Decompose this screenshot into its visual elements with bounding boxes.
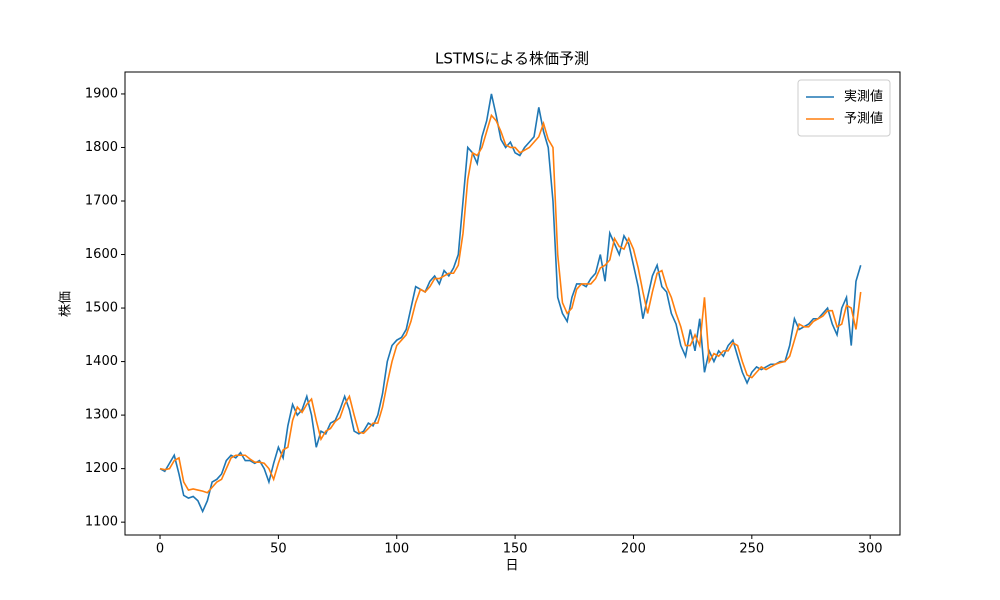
x-tick-label: 250 [739,542,764,557]
data-line [159,93,862,514]
y-tick-label: 1700 [85,193,118,208]
y-tick-label: 1600 [85,247,118,262]
y-tick-label: 1200 [85,461,118,476]
plot-frame [124,71,901,536]
y-tick-label: 1900 [85,86,118,101]
chart-title: LSTMSによる株価予測 [435,50,589,68]
legend-box [797,79,891,137]
x-tick-label: 150 [503,542,528,557]
y-tick-label: 1800 [85,140,118,155]
y-tick-label: 1400 [85,354,118,369]
legend-label: 実測値 [844,89,883,105]
x-tick-label: 0 [156,542,164,557]
x-tick-label: 200 [621,542,646,557]
data-line [159,113,862,494]
y-tick-label: 1500 [85,301,118,316]
x-axis-label: 日 [505,559,518,574]
x-tick-label: 50 [270,542,287,557]
x-tick-label: 300 [858,542,883,557]
y-tick-label: 1100 [85,515,118,530]
legend-label: 予測値 [844,111,883,127]
x-tick-label: 100 [384,542,409,557]
y-axis-label: 株価 [59,291,74,317]
y-tick-label: 1300 [85,408,118,423]
